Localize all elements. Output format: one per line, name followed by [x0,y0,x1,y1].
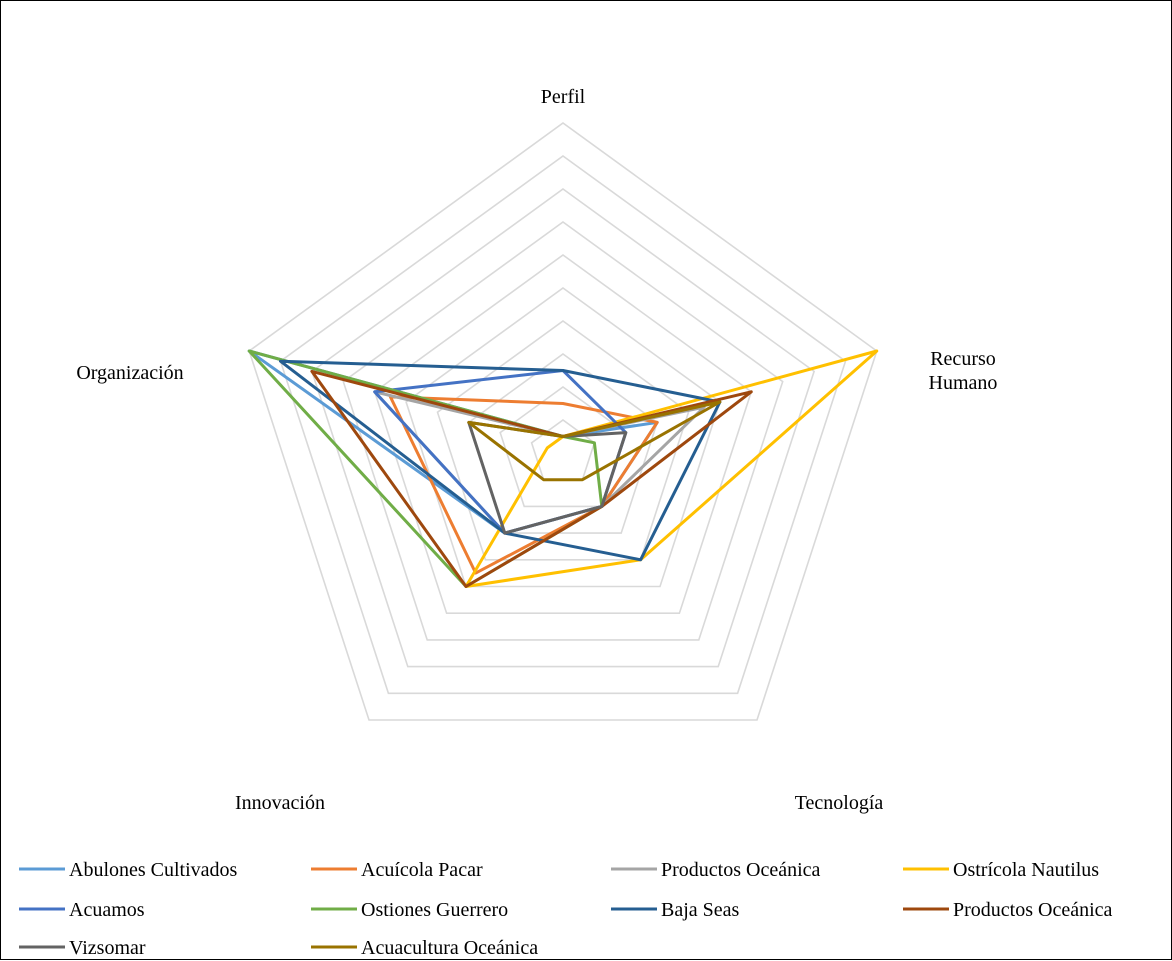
legend-label: Baja Seas [661,899,740,921]
legend-label: Abulones Cultivados [69,859,238,881]
legend-item: Ostiones Guerrero [311,899,508,921]
legend-item: Productos Oceánica [611,859,821,881]
axis-label-5: Organización [76,362,183,384]
axis-label-line: Recurso [930,348,996,370]
grid-ring-5 [405,287,721,588]
legend-item: Acuacultura Oceánica [311,937,538,959]
legend-label: Productos Oceánica [953,899,1113,921]
series-line-10 [467,400,722,482]
grid-ring-9 [279,155,847,695]
axis-label-1: Perfil [541,86,586,108]
axis-label-4: Innovación [235,792,325,814]
grid-ring-4 [436,320,690,561]
axis-label-line: Humano [929,372,998,394]
radar-grid [248,122,878,721]
series-line-8 [310,369,753,588]
legend-label: Acuamos [69,899,145,921]
axis-label-line: Organización [76,362,183,384]
series-line-4 [464,349,879,588]
grid-ring-1 [530,419,596,481]
axis-label-line: Tecnología [795,792,884,814]
axis-label-line: Perfil [541,86,586,108]
grid-ring-6 [373,254,753,615]
series-line-7 [279,359,722,562]
axis-label-3: Tecnología [795,792,884,814]
legend-label: Productos Oceánica [661,859,821,881]
legend-item: Baja Seas [611,899,740,921]
legend-item: Vizsomar [19,937,146,959]
legend: Abulones Cultivados Acuícola Pacar Product… [19,859,1113,959]
legend-item: Ostrícola Nautilus [903,859,1099,881]
axis-label-line: Innovación [235,792,325,814]
legend-item: Abulones Cultivados [19,859,238,881]
grid-ring-3 [467,353,659,534]
grid-ring-7 [342,221,784,641]
legend-item: Acuícola Pacar [311,859,483,881]
radar-series [247,349,879,588]
axis-label-2: Recurso Humano [929,348,998,394]
legend-item: Productos Oceánica [903,899,1113,921]
legend-item: Acuamos [19,899,145,921]
grid-ring-10 [248,122,878,721]
grid-ring-8 [310,188,816,668]
legend-label: Acuícola Pacar [361,859,483,881]
axis-labels: Perfil Recurso Humano Tecnología Innovación O… [76,86,997,814]
legend-label: Ostiones Guerrero [361,899,508,921]
legend-label: Vizsomar [69,937,146,959]
legend-label: Ostrícola Nautilus [953,859,1099,881]
legend-label: Acuacultura Oceánica [361,937,538,959]
